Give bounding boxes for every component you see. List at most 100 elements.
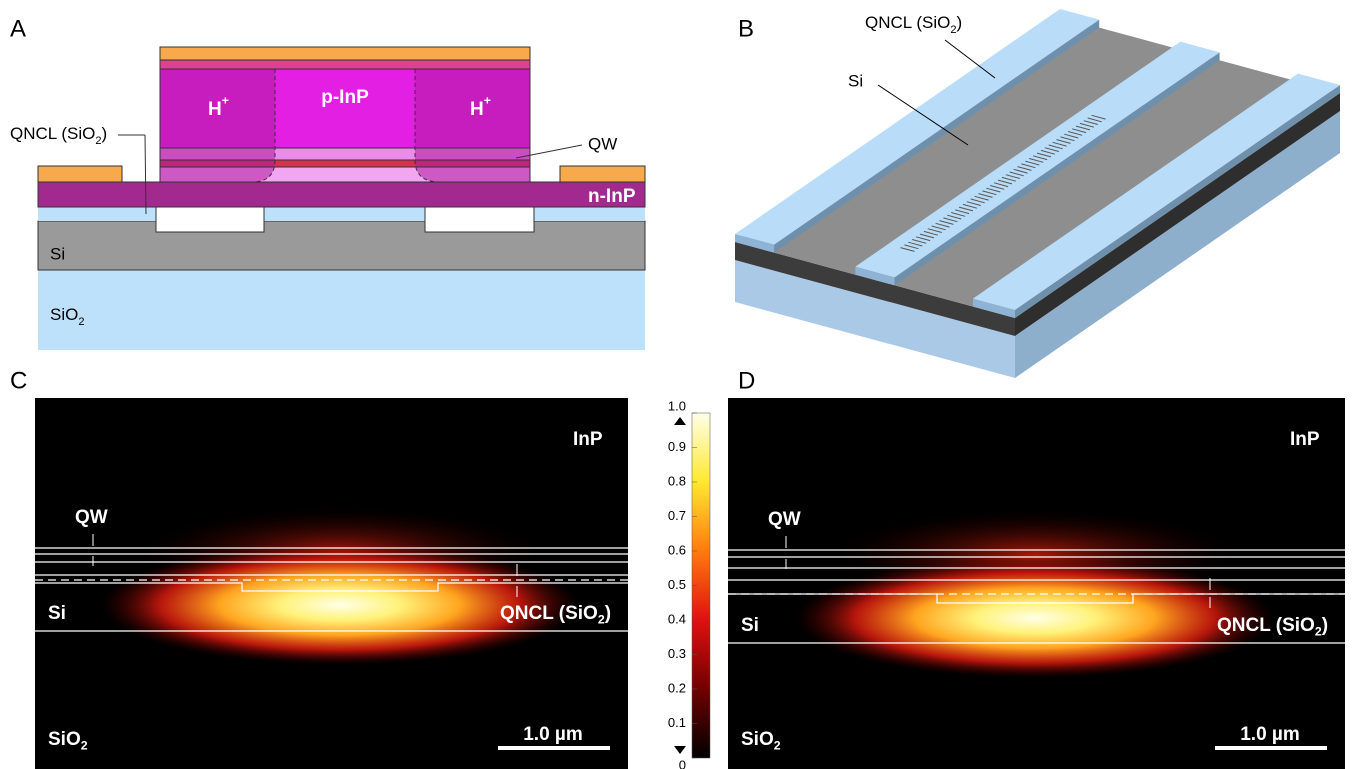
grating-tooth	[1025, 160, 1040, 166]
grating-tooth	[947, 214, 962, 220]
grating-tooth	[954, 209, 970, 215]
grating-tooth	[1036, 152, 1052, 158]
layer-label-main: QNCL (SiO	[10, 124, 95, 143]
grating-tooth	[908, 241, 923, 247]
ion-label-sup: +	[222, 94, 229, 108]
layer-label-tail: )	[605, 603, 611, 624]
grating-tooth	[1048, 144, 1063, 150]
colorbar-tick-label: 0.1	[668, 715, 686, 730]
grating-tooth	[958, 206, 974, 212]
grating-tooth	[1009, 171, 1024, 177]
layer-label-tail: )	[1322, 615, 1328, 636]
colorbar-tick-label: 0.6	[668, 542, 686, 557]
layer-label-tail: )	[956, 13, 962, 32]
layer-label-main: QNCL (SiO	[500, 603, 598, 624]
grating-tooth	[923, 230, 939, 236]
grating-tooth	[1029, 158, 1044, 163]
qncl-front	[735, 234, 775, 253]
grating-tooth	[1044, 147, 1059, 152]
colorbar-tick-label: 0.3	[668, 646, 686, 661]
grating-tooth	[919, 233, 935, 239]
grating-tooth	[927, 228, 942, 233]
grating-tooth	[1021, 163, 1036, 169]
layer-label-main: SiO	[48, 729, 81, 750]
grating-tooth	[935, 222, 950, 228]
colorbar-tick-label: 0.2	[668, 680, 686, 695]
layer-label-tail: )	[101, 124, 107, 143]
grating-tooth	[1087, 117, 1102, 123]
grating-tooth	[939, 220, 954, 225]
ion-label: H+	[208, 94, 229, 120]
grating-tooth	[990, 185, 1005, 190]
grating-tooth	[1075, 125, 1091, 131]
layer-label: Si	[848, 71, 863, 90]
qncl-front	[973, 298, 1015, 318]
layer-line	[728, 593, 1345, 604]
layer-label-sub: 2	[78, 316, 84, 328]
grating-tooth	[1052, 141, 1067, 147]
grating-tooth	[993, 182, 1009, 188]
layer-label: n-InP	[588, 186, 636, 207]
grating-tooth	[974, 195, 989, 201]
layer-label: QW	[588, 134, 617, 153]
scale-bar-label: 1.0 µm	[1240, 724, 1300, 745]
layer-label: QNCL (SiO2)	[1217, 615, 1328, 639]
grating-tooth	[1083, 120, 1098, 125]
grating-tooth	[982, 190, 997, 196]
scale-bar	[498, 746, 610, 750]
layer-label: p-InP	[321, 87, 369, 108]
grating-tooth	[1032, 155, 1048, 161]
grating-tooth	[1079, 122, 1095, 128]
panel-label: C	[10, 367, 27, 394]
layer-label-main: SiO	[741, 729, 774, 750]
grating-tooth	[966, 201, 981, 206]
layer-label: InP	[573, 429, 603, 450]
colorbar-tick-label: 0.7	[668, 508, 686, 523]
grating-tooth	[1005, 174, 1020, 179]
grating-tooth	[931, 225, 946, 231]
scale-bar	[1215, 746, 1327, 750]
qncl-front	[855, 266, 895, 286]
layer-label: QW	[768, 509, 801, 530]
ion-label-sup: +	[484, 94, 491, 108]
layer-label-sub: 2	[598, 613, 605, 627]
scale-bar-label: 1.0 µm	[523, 724, 583, 745]
qncl-side	[774, 19, 1100, 253]
grating-tooth	[1091, 114, 1106, 120]
substrate-front	[735, 260, 1015, 378]
qncl-top	[973, 73, 1340, 310]
colorbar-tick-label: 0	[679, 757, 686, 769]
layer-label: SiO2	[741, 729, 781, 753]
grating-tooth	[997, 179, 1013, 185]
qncl-top	[735, 9, 1100, 245]
layer-label: Si	[48, 603, 66, 624]
colorbar-tick-label: 1.0	[668, 398, 686, 413]
grating-tooth	[1064, 133, 1079, 139]
colorbar-tick-label: 0.8	[668, 473, 686, 488]
layer-label-main: SiO	[50, 305, 78, 324]
si-front	[735, 242, 1015, 336]
layer-line	[35, 582, 628, 592]
qncl-side	[1015, 85, 1340, 318]
ion-label-main: H	[208, 99, 222, 120]
ion-label-main: H	[470, 99, 484, 120]
layer-label-sub: 2	[1315, 625, 1322, 639]
substrate-side	[1015, 111, 1340, 378]
panel-label: B	[738, 15, 754, 42]
panel-a-device	[37, 46, 646, 350]
grating-tooth	[1060, 136, 1075, 142]
layer-label-sub: 2	[774, 739, 781, 753]
panel-label: D	[738, 367, 755, 394]
grating-tooth	[986, 187, 1001, 193]
grating-tooth	[1017, 166, 1032, 171]
grating-tooth	[915, 236, 931, 242]
layer-label: SiO2	[48, 729, 88, 753]
grating-tooth	[1068, 131, 1083, 136]
ion-label: H+	[470, 94, 491, 120]
grating-tooth	[900, 247, 915, 252]
si-side	[1015, 93, 1340, 336]
layer-label-sub: 2	[950, 24, 956, 36]
